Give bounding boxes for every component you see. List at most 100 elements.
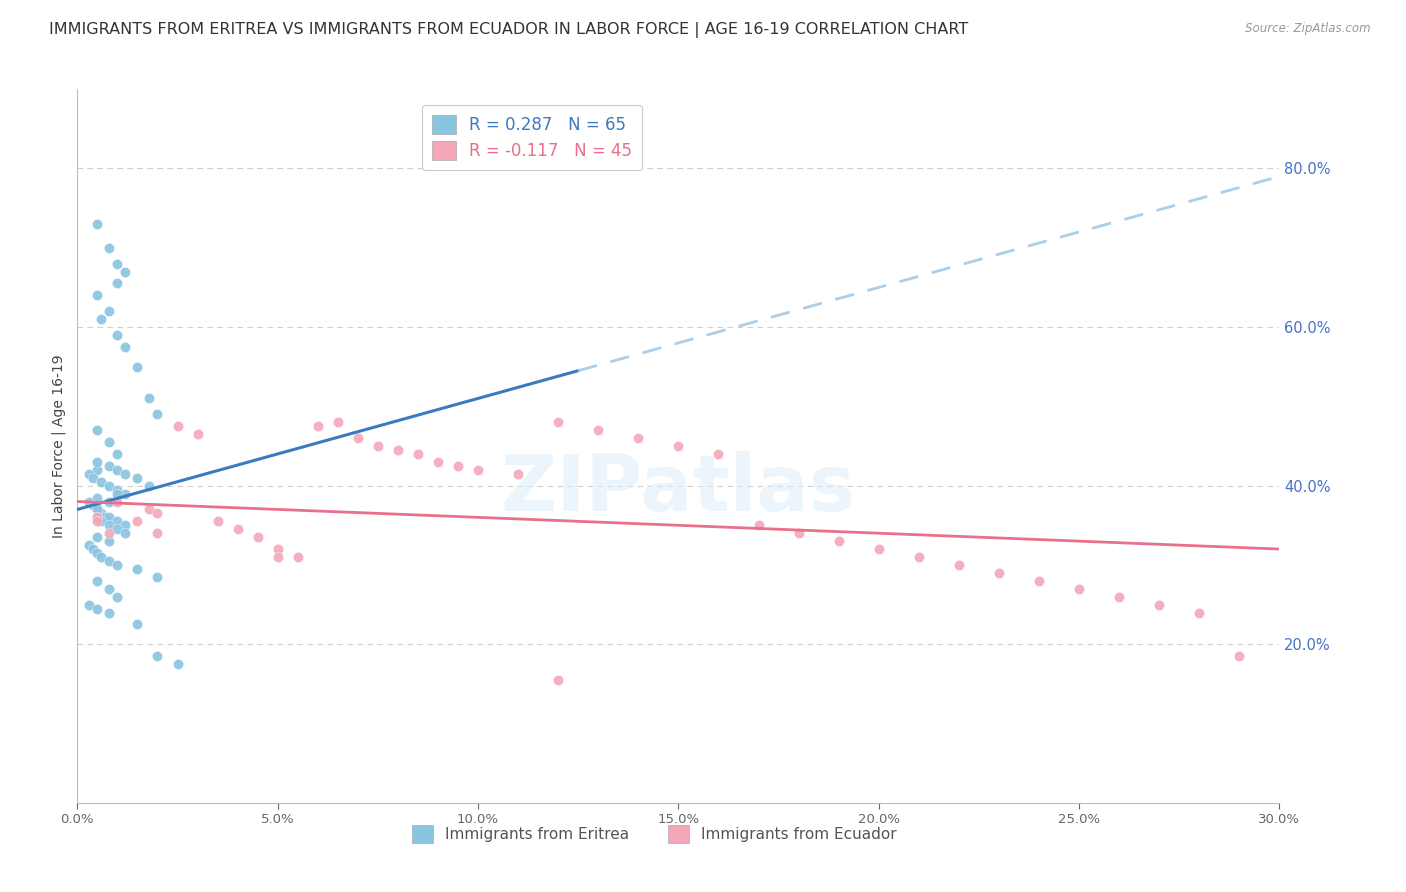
Point xyxy=(547,415,569,429)
Point xyxy=(166,657,188,671)
Point xyxy=(138,478,160,492)
Point xyxy=(98,606,121,620)
Point xyxy=(387,442,409,457)
Point xyxy=(114,340,136,354)
Point xyxy=(90,475,112,489)
Point xyxy=(668,439,690,453)
Point xyxy=(86,510,108,524)
Point xyxy=(748,518,770,533)
Point xyxy=(107,558,129,572)
Point xyxy=(146,507,169,521)
Point xyxy=(86,510,108,524)
Point xyxy=(107,514,129,528)
Point xyxy=(98,478,121,492)
Point xyxy=(406,447,429,461)
Point xyxy=(86,546,108,560)
Point xyxy=(787,526,810,541)
Point xyxy=(114,526,136,541)
Point xyxy=(467,463,489,477)
Point xyxy=(114,486,136,500)
Point xyxy=(1149,598,1171,612)
Point xyxy=(98,458,121,473)
Point xyxy=(226,522,249,536)
Point xyxy=(82,499,104,513)
Point xyxy=(207,514,229,528)
Point xyxy=(98,510,121,524)
Point xyxy=(1108,590,1130,604)
Point xyxy=(326,415,349,429)
Point xyxy=(90,549,112,564)
Point xyxy=(114,467,136,481)
Point xyxy=(107,277,129,291)
Point xyxy=(127,359,149,374)
Point xyxy=(98,582,121,596)
Point xyxy=(1188,606,1211,620)
Point xyxy=(90,514,112,528)
Point xyxy=(98,526,121,541)
Point xyxy=(127,471,149,485)
Point xyxy=(138,502,160,516)
Point xyxy=(547,673,569,687)
Point xyxy=(367,439,389,453)
Point xyxy=(86,601,108,615)
Legend: Immigrants from Eritrea, Immigrants from Ecuador: Immigrants from Eritrea, Immigrants from… xyxy=(406,819,903,848)
Point xyxy=(347,431,370,445)
Point xyxy=(79,467,101,481)
Point xyxy=(98,241,121,255)
Point xyxy=(107,590,129,604)
Point xyxy=(86,530,108,544)
Point xyxy=(1229,649,1251,664)
Point xyxy=(82,542,104,557)
Point xyxy=(627,431,650,445)
Point xyxy=(107,522,129,536)
Point xyxy=(79,538,101,552)
Point xyxy=(107,257,129,271)
Point xyxy=(86,514,108,528)
Point xyxy=(267,542,290,557)
Point xyxy=(86,217,108,231)
Point xyxy=(107,494,129,508)
Point xyxy=(868,542,890,557)
Text: ZIPatlas: ZIPatlas xyxy=(501,450,856,527)
Point xyxy=(94,510,117,524)
Point xyxy=(186,427,209,442)
Point xyxy=(98,554,121,568)
Point xyxy=(828,534,851,549)
Point xyxy=(267,549,290,564)
Y-axis label: In Labor Force | Age 16-19: In Labor Force | Age 16-19 xyxy=(52,354,66,538)
Point xyxy=(82,471,104,485)
Point xyxy=(79,494,101,508)
Point xyxy=(86,491,108,505)
Point xyxy=(287,549,309,564)
Point xyxy=(107,486,129,500)
Point xyxy=(447,458,470,473)
Point xyxy=(90,507,112,521)
Point xyxy=(146,526,169,541)
Point xyxy=(107,463,129,477)
Point xyxy=(427,455,450,469)
Point xyxy=(86,288,108,302)
Point xyxy=(948,558,970,572)
Point xyxy=(86,463,108,477)
Point xyxy=(707,447,730,461)
Point xyxy=(246,530,269,544)
Point xyxy=(98,494,121,508)
Point xyxy=(86,502,108,516)
Point xyxy=(127,617,149,632)
Point xyxy=(127,562,149,576)
Point xyxy=(508,467,530,481)
Point xyxy=(86,574,108,588)
Point xyxy=(127,514,149,528)
Point xyxy=(1069,582,1091,596)
Point xyxy=(988,566,1011,580)
Point xyxy=(98,518,121,533)
Point xyxy=(107,328,129,343)
Point xyxy=(146,649,169,664)
Point xyxy=(98,534,121,549)
Point xyxy=(90,312,112,326)
Point xyxy=(114,264,136,278)
Point xyxy=(138,392,160,406)
Point xyxy=(107,447,129,461)
Point xyxy=(107,483,129,497)
Point xyxy=(114,518,136,533)
